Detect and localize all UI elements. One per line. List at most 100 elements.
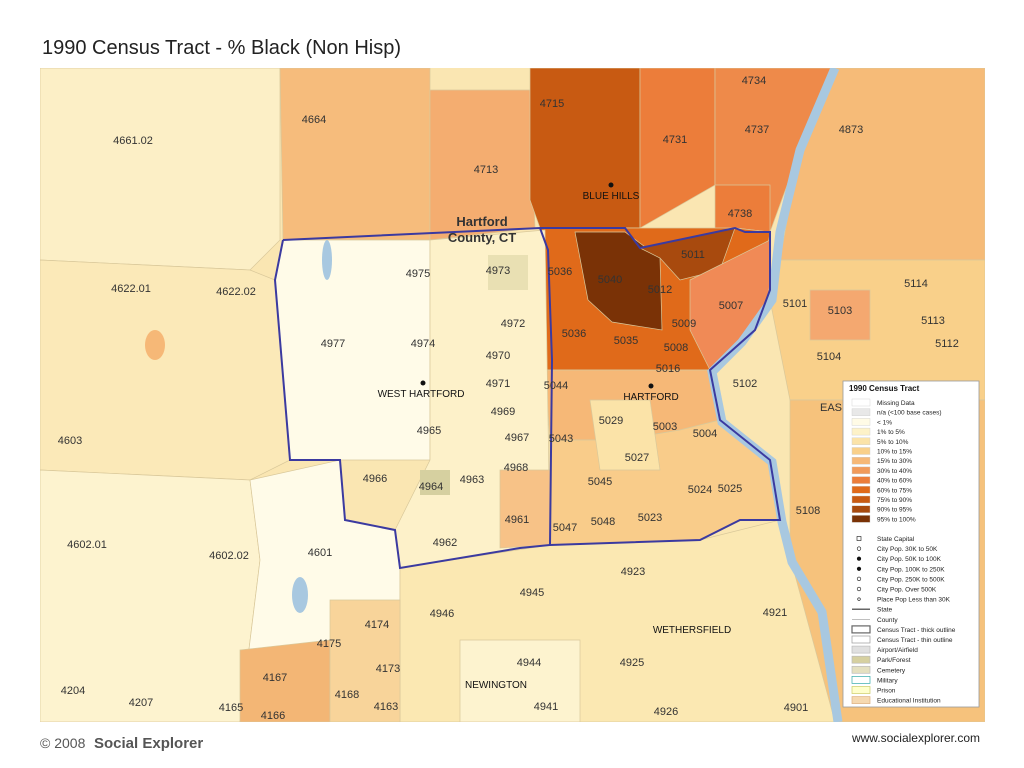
legend-symbol <box>851 655 871 664</box>
legend-class: 15% to 30% <box>877 458 912 465</box>
tract-label: 4603 <box>58 435 82 447</box>
legend-swatch <box>851 408 871 416</box>
tract-label: 5016 <box>656 363 680 375</box>
legend-class: 90% to 95% <box>877 507 912 514</box>
legend-swatch <box>851 437 871 445</box>
url: www.socialexplorer.com <box>851 731 980 745</box>
tract-label: 5036 <box>562 328 586 340</box>
legend-symbol <box>856 586 862 592</box>
tract-label: 4622.02 <box>216 286 256 298</box>
tract-label: 4972 <box>501 318 525 330</box>
legend-symbol-label: State <box>877 607 893 614</box>
tract-label: 5047 <box>553 522 577 534</box>
tract-label: 4166 <box>261 710 285 722</box>
place-label: HARTFORD <box>623 392 678 403</box>
tract-label: 4966 <box>363 473 387 485</box>
tract-label: 4622.01 <box>111 283 151 295</box>
tract-label: 4944 <box>517 657 541 669</box>
legend-symbol-label: Educational Institution <box>877 698 941 705</box>
legend-swatch <box>851 418 871 426</box>
tract-label: 5048 <box>591 516 615 528</box>
legend-symbol-label: Prison <box>877 688 896 695</box>
place-label: BLUE HILLS <box>583 191 640 202</box>
tract-label: 4163 <box>374 701 398 713</box>
tract-label: 5025 <box>718 483 742 495</box>
tract-label: 4173 <box>376 663 400 675</box>
tract-label: 5007 <box>719 300 743 312</box>
legend-swatch <box>851 427 871 436</box>
tract-label: 4167 <box>263 672 287 684</box>
tract-label: 5114 <box>904 278 928 290</box>
legend-class: Missing Data <box>877 400 915 407</box>
tract-label: 5004 <box>693 428 717 440</box>
legend-symbol <box>851 635 871 644</box>
tract-label: 4945 <box>520 587 544 599</box>
place-dot <box>420 380 426 386</box>
legend-swatch <box>851 476 871 484</box>
legend-title: 1990 Census Tract <box>849 384 920 393</box>
tract-label: 4602.01 <box>67 539 107 551</box>
tract-label: 4974 <box>411 338 435 350</box>
place-label: WEST HARTFORD <box>378 389 465 400</box>
legend-symbol <box>851 645 871 654</box>
tract-label: 4925 <box>620 657 644 669</box>
tract-label: 4165 <box>219 702 243 714</box>
tract-label: 5112 <box>935 338 959 350</box>
legend-symbol-label: Airport/Airfield <box>877 647 918 654</box>
tract-label: 4207 <box>129 697 153 709</box>
tract-label: 4962 <box>433 537 457 549</box>
legend-swatch <box>851 515 871 523</box>
legend-symbol-label: City Pop. 100K to 250K <box>877 566 945 573</box>
tract-label: 5009 <box>672 318 696 330</box>
legend-symbol <box>856 536 862 541</box>
footer: © 2008 Social Explorer www.socialexplore… <box>40 731 980 752</box>
legend-symbol-label: City Pop. 250K to 500K <box>877 576 945 583</box>
tract-label: 4961 <box>505 514 529 526</box>
tract-label: 4970 <box>486 350 510 362</box>
legend-swatch <box>851 466 871 475</box>
tract-label: 5108 <box>796 505 820 517</box>
tract-label: 4713 <box>474 164 498 176</box>
legend-class: 60% to 75% <box>877 487 912 494</box>
tract-label: 4921 <box>763 607 787 619</box>
tract-label: 5044 <box>544 380 568 392</box>
tract-label: 4964 <box>419 481 443 493</box>
tract-label: 4601 <box>308 547 332 559</box>
tract-label: 5035 <box>614 335 638 347</box>
tract-label: 4977 <box>321 338 345 350</box>
tract-label: 4873 <box>839 124 863 136</box>
tract-label: 5102 <box>733 378 757 390</box>
legend-symbol <box>856 566 862 571</box>
tract-label: 4602.02 <box>209 550 249 562</box>
tract-label: 5045 <box>588 476 612 488</box>
legend-class: < 1% <box>877 419 892 426</box>
county-label: County, CT <box>448 230 516 245</box>
labels: 4734 4715 4664 4661.02 4731 4737 4873 4713 4738 5… <box>58 75 959 722</box>
legend-symbol-label: State Capital <box>877 536 915 543</box>
legend-symbol <box>851 676 871 684</box>
tract-label: 5011 <box>681 249 705 261</box>
tract-label: 4661.02 <box>113 135 153 147</box>
legend-class: 5% to 10% <box>877 439 909 446</box>
tract-label: 5103 <box>828 305 852 317</box>
tract-label: 4737 <box>745 124 769 136</box>
legend-symbol <box>851 665 871 674</box>
legend-symbol <box>851 686 871 694</box>
place-label: WETHERSFIELD <box>653 625 731 636</box>
legend-symbol <box>851 696 871 704</box>
tract-label: 5040 <box>598 274 622 286</box>
map: 4734 4715 4664 4661.02 4731 4737 4873 4713 4738 5… <box>40 68 985 722</box>
legend-swatch <box>851 495 871 504</box>
legend-symbol-label: City Pop. 30K to 50K <box>877 546 938 553</box>
tract-label: 4923 <box>621 566 645 578</box>
legend-class: 30% to 40% <box>877 468 912 475</box>
title: 1990 Census Tract - % Black (Non Hisp) <box>42 37 401 59</box>
legend-swatch <box>851 398 871 407</box>
legend-swatch <box>851 457 871 465</box>
tract-label: 5023 <box>638 512 662 524</box>
county-label: Hartford <box>456 214 507 229</box>
tract-label: 4204 <box>61 685 85 697</box>
brand: Social Explorer <box>94 735 203 752</box>
legend-class: 1% to 5% <box>877 429 905 436</box>
